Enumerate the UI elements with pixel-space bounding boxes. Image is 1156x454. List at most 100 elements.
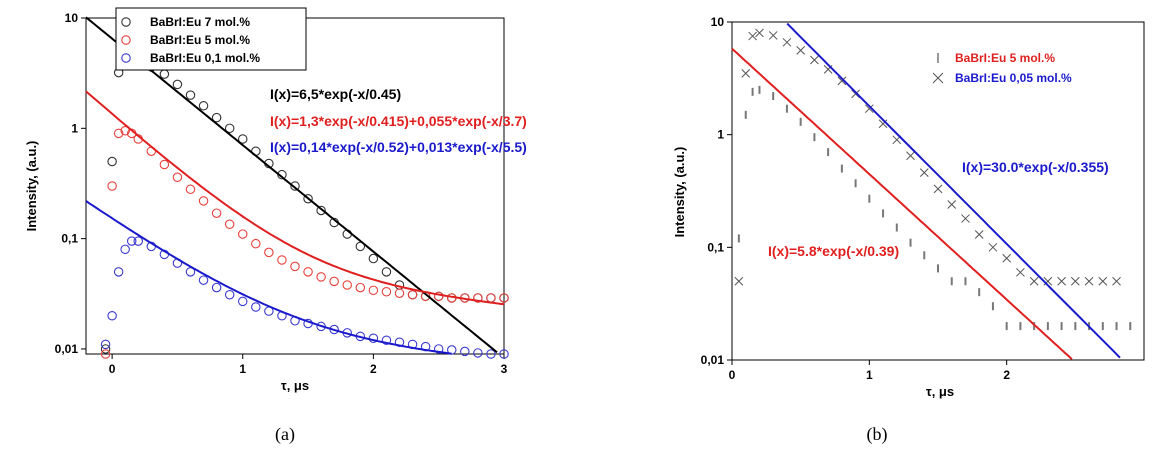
legend-b: BaBrI:Eu 5 mol.% BaBrI:Eu 0,05 mol.% — [932, 51, 1072, 85]
y-tick-label: 1 — [717, 128, 724, 142]
panel-label-b: (b) — [867, 424, 888, 445]
data-point — [198, 275, 209, 285]
data-point — [211, 208, 222, 218]
data-point — [303, 267, 313, 277]
data-point — [329, 276, 339, 287]
fit-formula: I(x)=5.8*exp(-x/0.39) — [768, 243, 899, 259]
data-point — [238, 229, 248, 239]
data-point — [499, 349, 509, 359]
data-point — [159, 159, 170, 170]
legend-label: BaBrI:Eu 5 mol.% — [150, 33, 250, 47]
data-point — [120, 126, 130, 136]
data-point — [906, 151, 915, 161]
data-point — [107, 310, 117, 321]
data-point — [355, 241, 366, 252]
legend-label: BaBrI:Eu 7 mol.% — [150, 15, 250, 29]
y-tick-label: 10 — [711, 15, 725, 29]
y-axis-label-b: Intensity, (a.u.) — [672, 147, 687, 238]
data-point — [1057, 276, 1066, 286]
legend-label: BaBrI:Eu 0,1 mol.% — [150, 51, 260, 65]
data-point — [290, 261, 300, 272]
y-tick-label: 10 — [65, 11, 79, 25]
data-point — [224, 219, 235, 230]
x-tick-label: 3 — [501, 362, 508, 376]
data-point — [433, 291, 444, 302]
data-point — [381, 267, 392, 277]
fit-formula: I(x)=1,3*exp(-x/0.415)+0,055*exp(-x/3.7) — [270, 113, 527, 129]
data-point — [172, 79, 183, 90]
data-point — [755, 28, 764, 38]
plot-area-b — [731, 21, 1145, 361]
data-point — [113, 267, 124, 277]
data-point — [368, 285, 379, 296]
data-point — [211, 112, 222, 123]
legend-marker — [121, 17, 131, 27]
data-point — [355, 282, 366, 293]
data-point — [1002, 253, 1012, 263]
data-point — [303, 193, 313, 204]
data-point — [1084, 276, 1094, 286]
x-tick-label: 1 — [866, 368, 873, 382]
panel-b: 0 1 2 0,01 0,1 1 10 BaBrI:Eu 5 mol.% BaBrI:Eu 0… — [672, 15, 1145, 445]
y-tick-label: 1 — [71, 121, 78, 135]
data-point — [878, 119, 888, 129]
y-axis-label-a: Intensity, (a.u.) — [24, 141, 39, 232]
fit-curve — [85, 200, 452, 355]
data-point — [1016, 267, 1025, 277]
data-point — [1098, 276, 1108, 286]
fit-formula: I(x)=6,5*exp(-x/0.45) — [270, 86, 401, 102]
legend-label: BaBrI:Eu 0,05 mol.% — [955, 71, 1072, 85]
legend-marker — [121, 53, 131, 63]
data-point — [342, 280, 352, 290]
data-point — [290, 181, 300, 191]
data-point — [796, 46, 806, 55]
data-point — [1112, 276, 1121, 286]
data-point — [407, 289, 418, 300]
data-point — [211, 282, 222, 293]
x-tick-label: 0 — [109, 362, 116, 376]
fit-formula: I(x)=30.0*exp(-x/0.355) — [962, 159, 1109, 175]
data-point — [473, 293, 483, 303]
data-point — [198, 101, 209, 111]
y-tick-label: 0,01 — [55, 342, 79, 356]
x-tick-label: 1 — [239, 362, 246, 376]
data-point — [433, 344, 444, 354]
x-axis-label-a: τ, μs — [281, 378, 309, 393]
x-tick-label: 2 — [370, 362, 377, 376]
fit-formula: I(x)=0,14*exp(-x/0.52)+0,013*exp(-x/5.5) — [270, 139, 527, 155]
data-point — [851, 89, 860, 99]
x-tick-label: 2 — [1003, 368, 1010, 382]
x-tick-label: 0 — [729, 368, 736, 382]
data-point — [446, 345, 457, 355]
data-point — [460, 346, 470, 357]
fit-curve — [731, 47, 1073, 360]
data-point — [933, 184, 943, 194]
data-point — [107, 156, 117, 167]
legend-marker — [932, 72, 944, 84]
data-point — [251, 302, 261, 312]
data-point — [748, 31, 757, 41]
data-point — [126, 236, 137, 246]
data-point — [394, 288, 405, 298]
data-point — [1070, 276, 1080, 286]
legend-marker — [121, 35, 131, 45]
data-point — [947, 200, 957, 209]
data-point — [810, 55, 819, 65]
data-point — [782, 37, 792, 47]
data-point — [100, 344, 111, 354]
data-point — [277, 255, 287, 265]
y-tick-label: 0,1 — [707, 240, 724, 254]
y-tick-label: 0,01 — [701, 353, 725, 367]
data-point — [316, 272, 326, 282]
data-point — [185, 90, 196, 100]
data-point — [864, 104, 874, 114]
data-point — [100, 349, 111, 359]
data-point — [974, 230, 984, 239]
data-point — [172, 172, 183, 183]
data-point — [113, 128, 124, 139]
data-point — [224, 289, 235, 300]
data-point — [381, 335, 392, 345]
x-axis-label-b: τ, μs — [926, 384, 954, 399]
data-point — [1029, 276, 1039, 286]
legend-box-a — [115, 7, 307, 71]
